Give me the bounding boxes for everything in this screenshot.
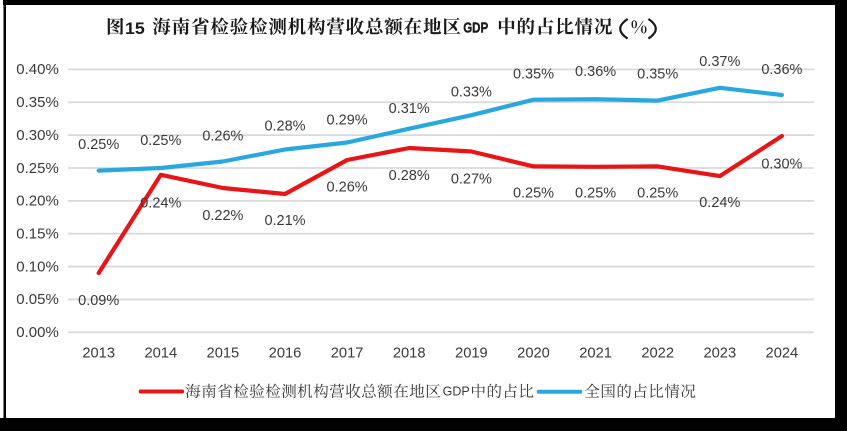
svg-text:0.29%: 0.29% <box>327 113 368 129</box>
svg-text:0.28%: 0.28% <box>389 168 430 184</box>
svg-text:0.30%: 0.30% <box>16 127 59 144</box>
svg-text:0.27%: 0.27% <box>451 172 492 188</box>
svg-text:0.37%: 0.37% <box>699 54 740 70</box>
svg-text:0.00%: 0.00% <box>16 324 59 341</box>
svg-text:0.40%: 0.40% <box>16 61 59 78</box>
svg-text:2022: 2022 <box>641 346 674 362</box>
svg-text:0.05%: 0.05% <box>16 291 59 308</box>
svg-text:GDP: GDP <box>443 384 470 398</box>
svg-text:0.35%: 0.35% <box>16 94 59 111</box>
svg-text:0.26%: 0.26% <box>327 179 368 195</box>
svg-text:0.35%: 0.35% <box>637 66 678 82</box>
svg-text:0.30%: 0.30% <box>761 157 802 173</box>
svg-text:0.15%: 0.15% <box>16 226 59 243</box>
svg-text:2021: 2021 <box>579 346 612 362</box>
svg-text:0.24%: 0.24% <box>140 196 181 212</box>
svg-text:2023: 2023 <box>703 346 736 362</box>
svg-text:0.25%: 0.25% <box>16 160 59 177</box>
svg-text:2018: 2018 <box>393 346 426 362</box>
svg-text:0.10%: 0.10% <box>16 258 59 275</box>
svg-text:0.25%: 0.25% <box>140 133 181 149</box>
svg-text:0.20%: 0.20% <box>16 193 59 210</box>
svg-text:2024: 2024 <box>766 346 799 362</box>
svg-text:2017: 2017 <box>331 346 364 362</box>
svg-text:0.24%: 0.24% <box>699 195 740 211</box>
svg-text:GDP: GDP <box>463 19 488 36</box>
svg-text:2016: 2016 <box>269 346 302 362</box>
svg-text:0.25%: 0.25% <box>575 185 616 201</box>
svg-text:15: 15 <box>125 19 145 38</box>
svg-text:0.28%: 0.28% <box>264 118 305 134</box>
svg-text:2015: 2015 <box>207 346 240 362</box>
svg-text:0.36%: 0.36% <box>761 62 802 78</box>
svg-text:0.22%: 0.22% <box>202 208 243 224</box>
svg-text:2013: 2013 <box>82 346 115 362</box>
svg-text:0.35%: 0.35% <box>513 66 554 82</box>
svg-text:0.25%: 0.25% <box>513 185 554 201</box>
svg-text:0.21%: 0.21% <box>264 213 305 229</box>
svg-text:0.25%: 0.25% <box>637 185 678 201</box>
svg-text:2019: 2019 <box>455 346 488 362</box>
svg-text:0.25%: 0.25% <box>78 137 119 153</box>
svg-text:0.31%: 0.31% <box>389 101 430 117</box>
svg-text:0.09%: 0.09% <box>78 293 119 309</box>
svg-text:0.33%: 0.33% <box>451 84 492 100</box>
svg-text:0.36%: 0.36% <box>575 64 616 80</box>
svg-text:2014: 2014 <box>144 346 177 362</box>
svg-text:2020: 2020 <box>517 346 550 362</box>
svg-text:0.26%: 0.26% <box>202 128 243 144</box>
